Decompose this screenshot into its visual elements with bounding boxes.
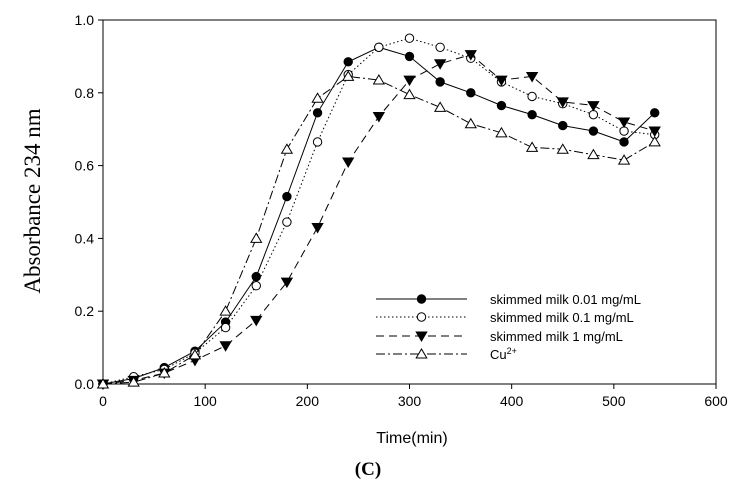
data-point: [527, 109, 537, 120]
data-point: [158, 367, 171, 378]
data-point: [219, 305, 232, 316]
data-point: [219, 341, 232, 352]
y-axis-title: Absorbance 234 nm: [20, 108, 45, 293]
data-point: [416, 312, 427, 322]
data-point: [416, 294, 427, 304]
data-point: [343, 57, 353, 67]
data-point: [251, 281, 261, 291]
x-tick-label: 0: [99, 393, 107, 409]
data-point: [495, 126, 508, 138]
data-point: [587, 148, 600, 160]
axes: 0 100 200 300 400 500 600 0.0 0.2 0.4 0.6 0.8 1.0: [75, 12, 728, 409]
y-tick-label: 0.2: [75, 303, 95, 319]
data-point: [415, 347, 428, 359]
data-point: [404, 33, 415, 43]
data-point: [404, 51, 415, 62]
data-point: [415, 331, 428, 343]
data-point: [587, 101, 600, 112]
data-point: [527, 91, 537, 102]
data-point: [96, 377, 110, 389]
legend-item: Cu2+: [376, 346, 517, 362]
x-tick-label: 200: [296, 393, 320, 409]
legend-label: skimmed milk 1 mg/mL: [490, 329, 623, 344]
data-point: [435, 42, 445, 52]
data-point: [435, 77, 445, 87]
data-point: [619, 126, 629, 136]
y-tick-label: 1.0: [75, 12, 95, 28]
data-point: [311, 92, 324, 103]
data-point: [650, 108, 660, 118]
data-point: [433, 101, 447, 112]
legend-label: skimmed milk 0.01 mg/mL: [490, 292, 641, 307]
data-point: [220, 322, 231, 333]
data-point: [342, 157, 355, 168]
data-point: [372, 111, 386, 123]
data-point: [403, 88, 416, 100]
data-point: [374, 42, 384, 52]
panel-label: (C): [355, 459, 381, 479]
data-point: [282, 217, 292, 227]
data-point: [648, 135, 661, 147]
data-point: [464, 50, 477, 61]
x-tick-label: 500: [602, 393, 626, 409]
x-tick-label: 600: [704, 393, 728, 409]
data-point: [556, 97, 569, 108]
legend-item: skimmed milk 1 mg/mL: [376, 329, 623, 344]
series-layer: [96, 33, 661, 391]
data-point: [282, 191, 292, 202]
data-point: [251, 271, 261, 282]
data-point: [558, 120, 568, 131]
data-point: [188, 348, 202, 360]
data-point: [250, 232, 263, 243]
data-point: [464, 117, 477, 129]
series-3: [96, 50, 661, 391]
data-point: [619, 137, 629, 147]
legend-label: Cu2+: [490, 346, 517, 362]
y-tick-label: 0.6: [75, 158, 95, 174]
x-tick-label: 100: [193, 393, 217, 409]
data-point: [556, 143, 569, 154]
legend: skimmed milk 0.01 mg/mL skimmed milk 0.1 …: [376, 292, 641, 362]
y-tick-label: 0.8: [75, 85, 95, 101]
data-point: [312, 108, 323, 118]
data-point: [342, 70, 355, 81]
data-point: [588, 126, 599, 136]
data-point: [525, 71, 539, 83]
data-point: [372, 74, 386, 85]
x-tick-label: 400: [500, 393, 524, 409]
data-point: [127, 376, 140, 387]
data-point: [495, 75, 508, 87]
legend-item: skimmed milk 0.01 mg/mL: [376, 292, 641, 307]
data-point: [588, 109, 599, 120]
y-tick-label: 0.0: [75, 376, 95, 392]
data-point: [403, 75, 416, 87]
x-tick-label: 300: [398, 393, 422, 409]
legend-label: skimmed milk 0.1 mg/mL: [490, 310, 634, 325]
data-point: [617, 154, 631, 165]
x-axis-title: Time(min): [376, 430, 447, 447]
legend-item: skimmed milk 0.1 mg/mL: [376, 310, 634, 325]
data-point: [433, 59, 447, 70]
data-point: [250, 315, 263, 327]
series-4: [96, 70, 661, 389]
data-point: [466, 88, 476, 98]
data-point: [280, 277, 294, 289]
data-point: [280, 143, 294, 154]
data-point: [525, 141, 539, 152]
y-tick-label: 0.4: [75, 230, 95, 246]
data-point: [312, 137, 323, 147]
data-point: [617, 117, 631, 128]
plot-frame: [102, 19, 717, 385]
data-point: [311, 223, 324, 234]
data-point: [648, 126, 661, 138]
data-point: [496, 100, 507, 111]
